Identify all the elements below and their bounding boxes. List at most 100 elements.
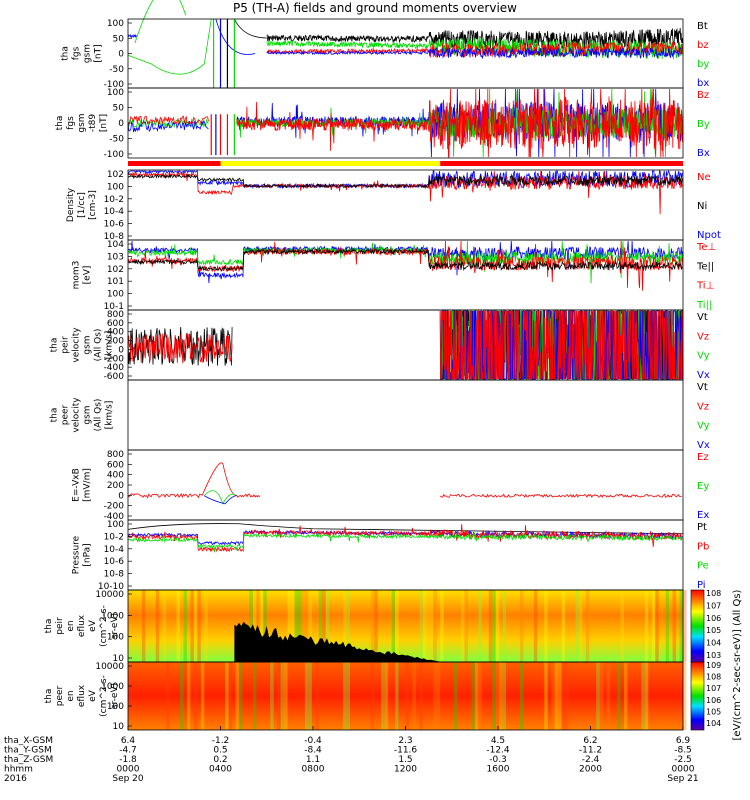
y-tick-label: 800 xyxy=(107,450,124,460)
legend-entry: Vt xyxy=(697,382,708,393)
x-axis-value: 2000 xyxy=(579,765,602,775)
y-tick-label: 10-1 xyxy=(104,302,124,312)
spectrogram-stripe xyxy=(492,590,496,662)
colorbar-tick-label: 105 xyxy=(706,626,721,635)
x-axis-value: 4.5 xyxy=(491,736,505,746)
spectrogram-stripe xyxy=(419,662,423,730)
spectrogram-stripe xyxy=(297,590,302,662)
spectrogram-stripe xyxy=(395,590,399,662)
series-pb xyxy=(127,524,683,553)
series-ti-par xyxy=(127,240,684,284)
spectrogram-stripe xyxy=(502,662,507,730)
legend-entry: Vx xyxy=(697,440,710,451)
series-te-par xyxy=(127,248,683,272)
x-axis-value: 0000 xyxy=(672,765,695,775)
y-tick-label: 100 xyxy=(107,182,124,192)
y-axis-label: peer xyxy=(61,404,71,425)
y-tick-label: -400 xyxy=(104,512,125,522)
series-vz xyxy=(127,333,233,364)
y-tick-label: -50 xyxy=(109,135,124,145)
spectrogram-stripe xyxy=(533,590,538,662)
spectrogram-stripe xyxy=(471,662,475,730)
y-tick-label: 10-8 xyxy=(104,232,125,242)
legend-entry: Ni xyxy=(697,201,707,212)
y-axis-label: velocity xyxy=(72,327,82,363)
y-axis-label: (cm^2-s- xyxy=(99,675,109,717)
y-tick-label: 10-2 xyxy=(104,532,124,542)
y-axis-label: gsm xyxy=(83,405,93,424)
y-tick-label: 10-2 xyxy=(104,195,124,205)
series-ey xyxy=(204,490,237,505)
spectrogram-stripe xyxy=(495,590,500,662)
spectrogram-stripe xyxy=(166,662,170,730)
x-axis-value: -1.8 xyxy=(119,755,137,765)
x-axis-value: -0.4 xyxy=(304,736,322,746)
y-tick-label: 100 xyxy=(107,702,124,712)
y-axis-label: eV xyxy=(88,689,98,702)
colorbar-tick-label: 106 xyxy=(706,614,721,623)
spectrogram-stripe xyxy=(599,662,604,730)
mode-bar-segment xyxy=(440,161,683,166)
series-ez xyxy=(127,492,203,499)
y-axis-label: eflux xyxy=(77,614,87,637)
spectrogram-stripe xyxy=(478,662,482,730)
legend-entry: Vy xyxy=(697,351,710,362)
spectrogram-stripe xyxy=(183,590,187,662)
legend-entry: bz xyxy=(697,40,709,51)
y-tick-label: -100 xyxy=(104,150,125,160)
spectrogram-stripe xyxy=(259,590,264,662)
y-axis-label: velocity xyxy=(72,397,82,433)
spectrogram-stripe xyxy=(395,662,399,730)
spectrogram-stripe xyxy=(304,662,309,730)
series-bx-late xyxy=(266,46,683,60)
y-axis-label: [nPa] xyxy=(83,543,93,566)
y-axis-label: gsm xyxy=(83,44,93,63)
spectrogram-stripe xyxy=(551,662,555,730)
spectrogram-stripe xyxy=(519,662,524,730)
y-tick-label: 100 xyxy=(107,88,124,98)
spectrogram-stripe xyxy=(325,590,330,662)
series-bz xyxy=(236,88,684,158)
spectrogram-stripe xyxy=(558,662,562,730)
spectrogram-stripe xyxy=(429,590,434,662)
legend-entry: Ey xyxy=(697,481,709,492)
spectrogram-stripe xyxy=(644,590,649,662)
spectrogram-stripe xyxy=(384,662,389,730)
y-tick-label: 50 xyxy=(113,104,125,114)
legend-entry: Vz xyxy=(697,401,709,412)
y-axis-label: tha xyxy=(44,689,54,704)
colorbar-tick-label: 108 xyxy=(706,673,721,682)
spectrogram-stripe xyxy=(256,590,260,662)
x-axis-value: 1.5 xyxy=(398,755,412,765)
spectrogram-stripe xyxy=(141,590,146,662)
x-axis-value: 0.5 xyxy=(213,746,227,756)
series-bx xyxy=(127,33,137,39)
spectrogram-stripe xyxy=(374,590,378,662)
spectrogram-stripe xyxy=(426,590,430,662)
spectrogram-stripe xyxy=(499,662,503,730)
spectrogram-stripe xyxy=(606,662,611,730)
y-axis-label: gsm xyxy=(77,113,87,132)
y-tick-label: 200 xyxy=(107,481,124,491)
spectrogram-stripe xyxy=(252,662,257,730)
spectrogram-stripe xyxy=(287,590,292,662)
colorbar xyxy=(690,589,705,663)
spectrogram-stripe xyxy=(488,590,493,662)
spectrogram-stripe xyxy=(554,662,559,730)
colorbar-tick-label: 105 xyxy=(706,707,721,716)
y-axis-label: peir xyxy=(55,617,65,635)
spectrogram-stripe xyxy=(239,662,243,730)
y-axis-label: eflux xyxy=(77,684,87,707)
spectrogram-stripe xyxy=(200,662,205,730)
y-tick-label: 102 xyxy=(107,170,124,180)
x-axis-value: -12.4 xyxy=(486,746,510,756)
series-ez xyxy=(236,493,261,498)
y-tick-label: 800 xyxy=(107,310,124,320)
spectrogram-stripe xyxy=(308,662,312,730)
x-axis-value: 0400 xyxy=(209,765,232,775)
spectrogram-stripe xyxy=(405,662,409,730)
x-axis-value: 2.3 xyxy=(398,736,412,746)
colorbar-tick-label: 109 xyxy=(706,661,721,670)
spectrogram-stripe xyxy=(422,590,427,662)
